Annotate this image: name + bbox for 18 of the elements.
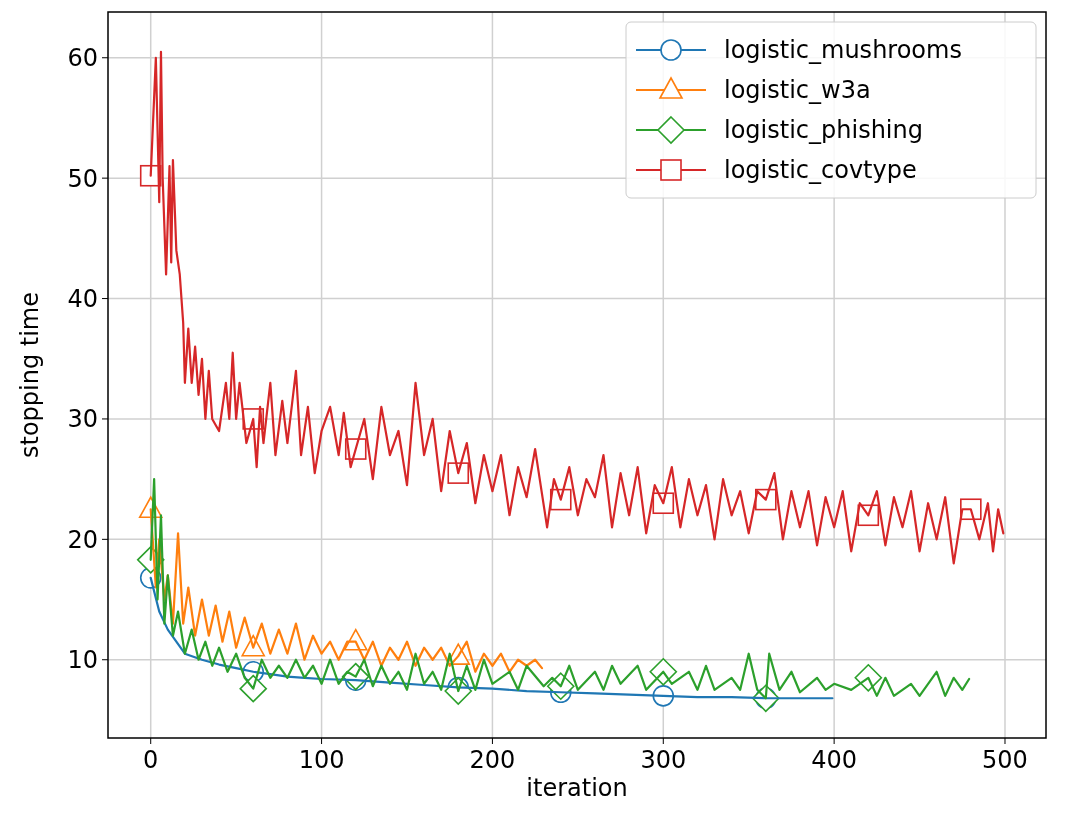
x-tick-label: 0 (143, 746, 159, 774)
y-tick-label: 50 (67, 164, 98, 193)
x-tick-label: 200 (469, 746, 516, 774)
x-tick-label: 400 (811, 746, 858, 774)
y-tick-label: 20 (67, 525, 98, 554)
y-axis-title: stopping time (16, 291, 44, 459)
legend-label: logistic_covtype (724, 156, 917, 185)
legend-label: logistic_mushrooms (724, 36, 962, 65)
legend-label: logistic_w3a (724, 76, 871, 105)
x-tick-label: 300 (640, 746, 687, 774)
y-tick-label: 10 (67, 646, 98, 675)
y-tick-label: 40 (67, 284, 98, 313)
x-tick-label: 100 (298, 746, 345, 774)
x-axis-title: iteration (526, 774, 628, 802)
legend-label: logistic_phishing (724, 116, 923, 145)
y-tick-label: 60 (67, 44, 98, 73)
y-tick-label: 30 (67, 405, 98, 434)
x-tick-label: 500 (982, 746, 1028, 774)
